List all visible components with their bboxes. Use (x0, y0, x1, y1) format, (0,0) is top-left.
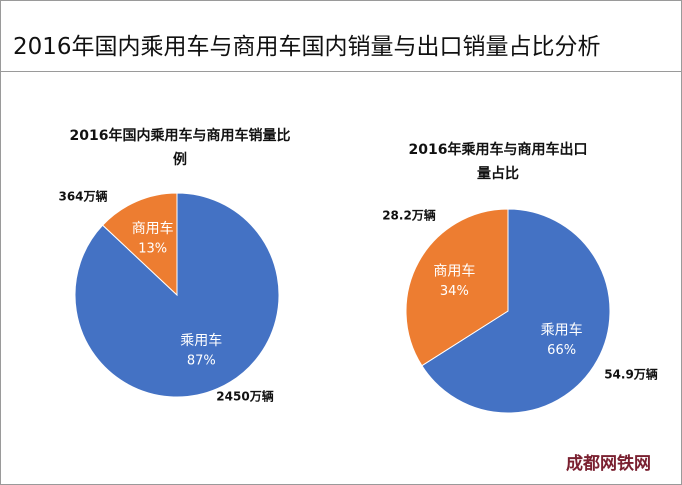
pie-slice (405, 208, 509, 367)
slice-category: 商用车 (433, 263, 475, 280)
slice-category: 商用车 (132, 220, 174, 237)
slice-value-label: 34% (440, 284, 469, 299)
pie-slice (74, 192, 280, 398)
slice-value-label: 66% (547, 343, 576, 358)
slice-value-label: 87% (187, 354, 216, 369)
annotation: 28.2万辆 (382, 208, 436, 223)
slice-category: 乘用车 (541, 321, 583, 338)
annotation: 2450万辆 (216, 389, 273, 404)
pie-slice (421, 208, 611, 414)
slice-value-label: 13% (138, 241, 167, 256)
watermark: 成都网铁网 (566, 454, 651, 474)
slice-category: 乘用车 (180, 332, 222, 349)
pie-slice (101, 192, 178, 297)
annotation: 364万辆 (58, 189, 107, 204)
pie-title: 2016年乘用车与商用车出口量占比 (408, 142, 588, 182)
separator (1, 71, 681, 72)
page-title: 2016年国内乘用车与商用车国内销量与出口销量占比分析 (13, 34, 601, 60)
pie-title: 2016年国内乘用车与商用车销量比例 (69, 128, 291, 168)
annotation: 54.9万辆 (604, 367, 658, 382)
